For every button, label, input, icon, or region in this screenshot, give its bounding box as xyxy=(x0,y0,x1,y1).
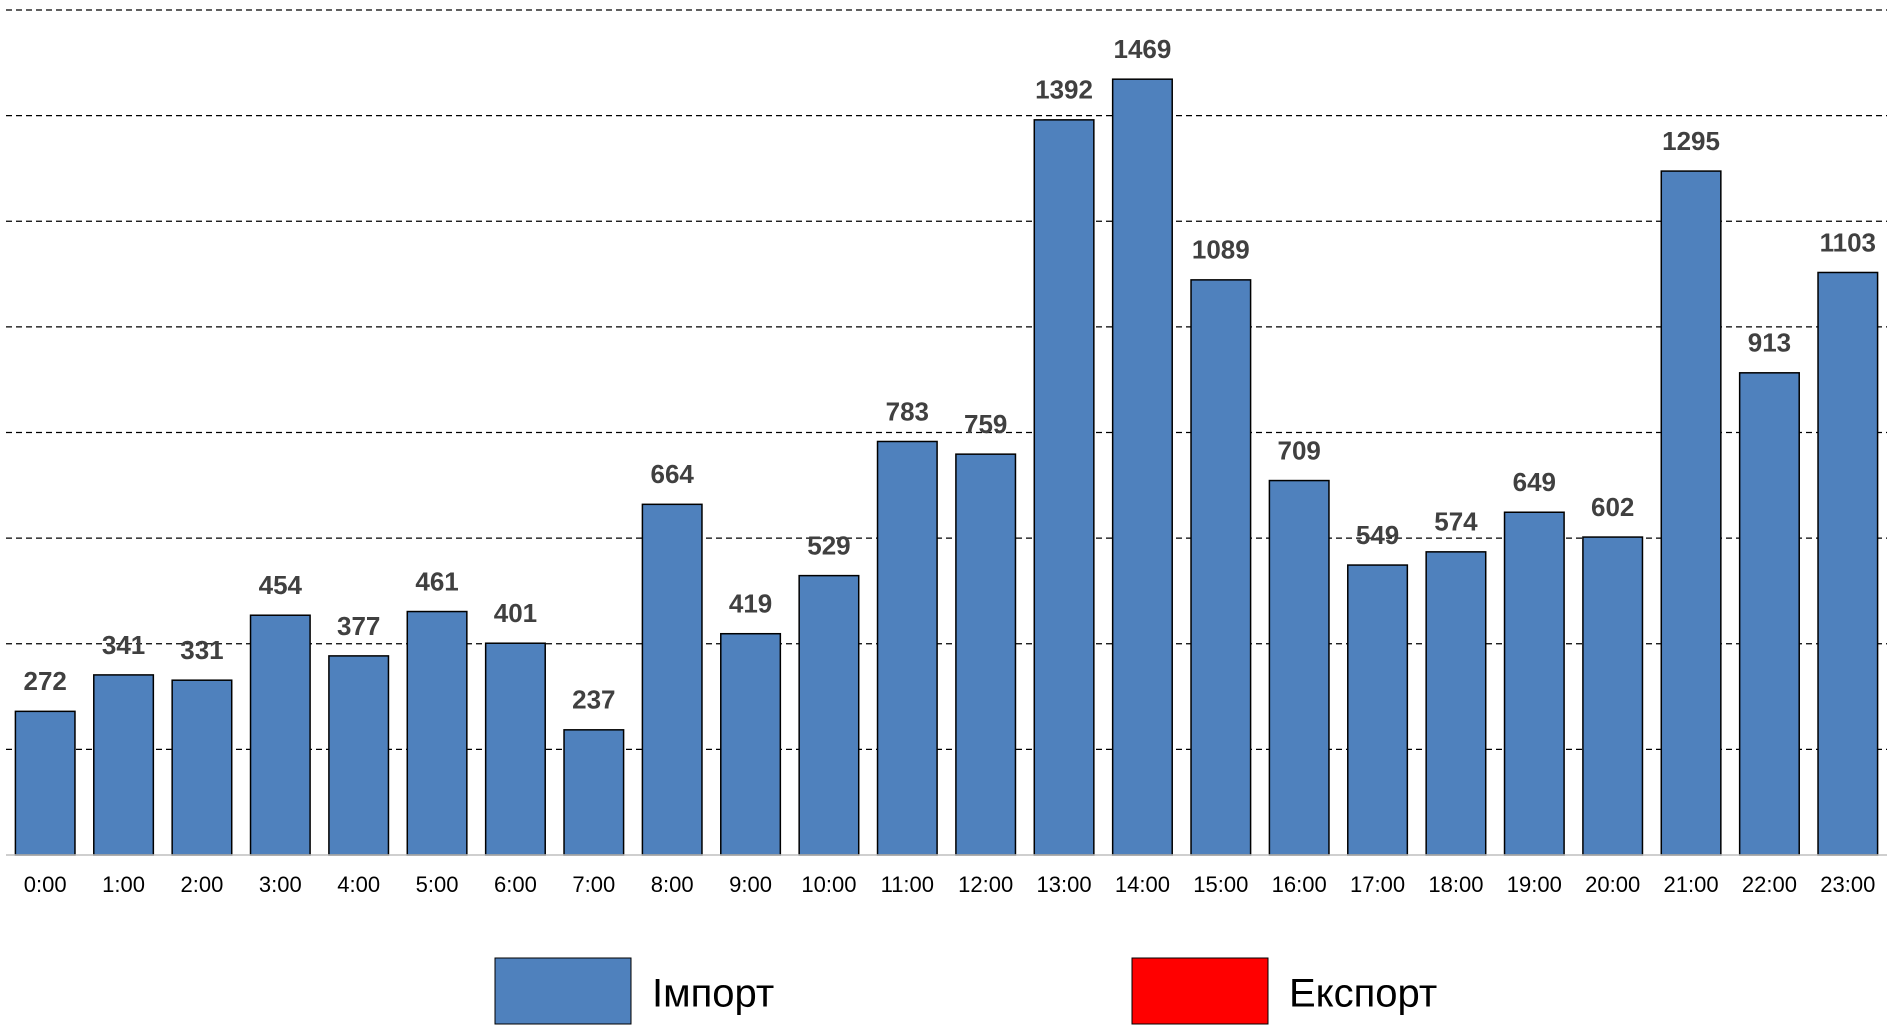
bar xyxy=(1111,78,1173,856)
bar xyxy=(1190,279,1252,856)
bar xyxy=(876,440,938,856)
value-label: 649 xyxy=(1513,467,1556,497)
x-tick-label: 13:00 xyxy=(1037,872,1092,897)
x-tick-label: 10:00 xyxy=(801,872,856,897)
bar xyxy=(955,453,1017,856)
x-tick-label: 1:00 xyxy=(102,872,145,897)
bar xyxy=(406,610,468,856)
x-tick-label: 3:00 xyxy=(259,872,302,897)
value-label: 1103 xyxy=(1820,227,1876,257)
x-tick-label: 11:00 xyxy=(881,872,934,897)
x-tick-label: 17:00 xyxy=(1350,872,1405,897)
value-label: 759 xyxy=(964,409,1007,439)
value-label: 529 xyxy=(807,530,850,560)
x-tick-label: 9:00 xyxy=(729,872,772,897)
legend-label: Імпорт xyxy=(652,972,774,1016)
x-tick-label: 19:00 xyxy=(1507,872,1562,897)
x-tick-label: 12:00 xyxy=(958,872,1013,897)
value-label: 709 xyxy=(1277,435,1320,465)
bar xyxy=(93,674,155,856)
x-tick-label: 15:00 xyxy=(1193,872,1248,897)
x-tick-label: 23:00 xyxy=(1820,872,1875,897)
bar xyxy=(1425,551,1487,856)
value-label: 272 xyxy=(23,666,66,696)
value-label: 913 xyxy=(1748,328,1791,358)
value-label: 664 xyxy=(650,459,694,489)
value-label: 237 xyxy=(572,685,615,715)
value-label: 549 xyxy=(1356,520,1399,550)
x-tick-label: 22:00 xyxy=(1742,872,1797,897)
bar xyxy=(1660,170,1722,856)
x-tick-label: 5:00 xyxy=(416,872,459,897)
legend-label: Експорт xyxy=(1289,972,1437,1016)
x-tick-label: 4:00 xyxy=(337,872,380,897)
bar xyxy=(563,729,625,856)
value-label: 1089 xyxy=(1192,235,1250,265)
x-tick-label: 21:00 xyxy=(1664,872,1719,897)
bar xyxy=(14,710,76,856)
value-label: 1469 xyxy=(1114,34,1172,64)
bar xyxy=(1738,372,1800,856)
x-tick-label: 20:00 xyxy=(1585,872,1640,897)
value-label: 602 xyxy=(1591,492,1634,522)
bar xyxy=(484,642,546,856)
legend-swatch xyxy=(494,957,632,1025)
x-tick-label: 6:00 xyxy=(494,872,537,897)
value-label: 574 xyxy=(1434,507,1478,537)
x-tick-label: 2:00 xyxy=(181,872,224,897)
bar xyxy=(1582,536,1644,856)
x-tick-label: 7:00 xyxy=(572,872,615,897)
bar xyxy=(720,632,782,856)
bar xyxy=(641,503,703,856)
value-label: 454 xyxy=(259,570,303,600)
bar xyxy=(1817,271,1879,856)
legend-swatch xyxy=(1131,957,1269,1025)
bar xyxy=(1347,564,1409,856)
x-tick-label: 8:00 xyxy=(651,872,694,897)
x-tick-label: 16:00 xyxy=(1272,872,1327,897)
value-label: 401 xyxy=(494,598,537,628)
bar xyxy=(798,574,860,856)
value-label: 377 xyxy=(337,611,380,641)
value-label: 341 xyxy=(102,630,145,660)
bar xyxy=(1268,479,1330,856)
value-label: 419 xyxy=(729,589,772,619)
bar xyxy=(249,614,311,856)
bar xyxy=(1503,511,1565,856)
bar xyxy=(328,655,390,856)
value-label: 461 xyxy=(415,566,458,596)
bar xyxy=(1033,119,1095,856)
x-tick-label: 14:00 xyxy=(1115,872,1170,897)
x-tick-label: 18:00 xyxy=(1428,872,1483,897)
x-tick-label: 0:00 xyxy=(24,872,67,897)
value-label: 1295 xyxy=(1662,126,1720,156)
value-label: 331 xyxy=(180,635,223,665)
value-label: 783 xyxy=(886,396,929,426)
bar xyxy=(171,679,233,856)
value-label: 1392 xyxy=(1035,75,1093,105)
